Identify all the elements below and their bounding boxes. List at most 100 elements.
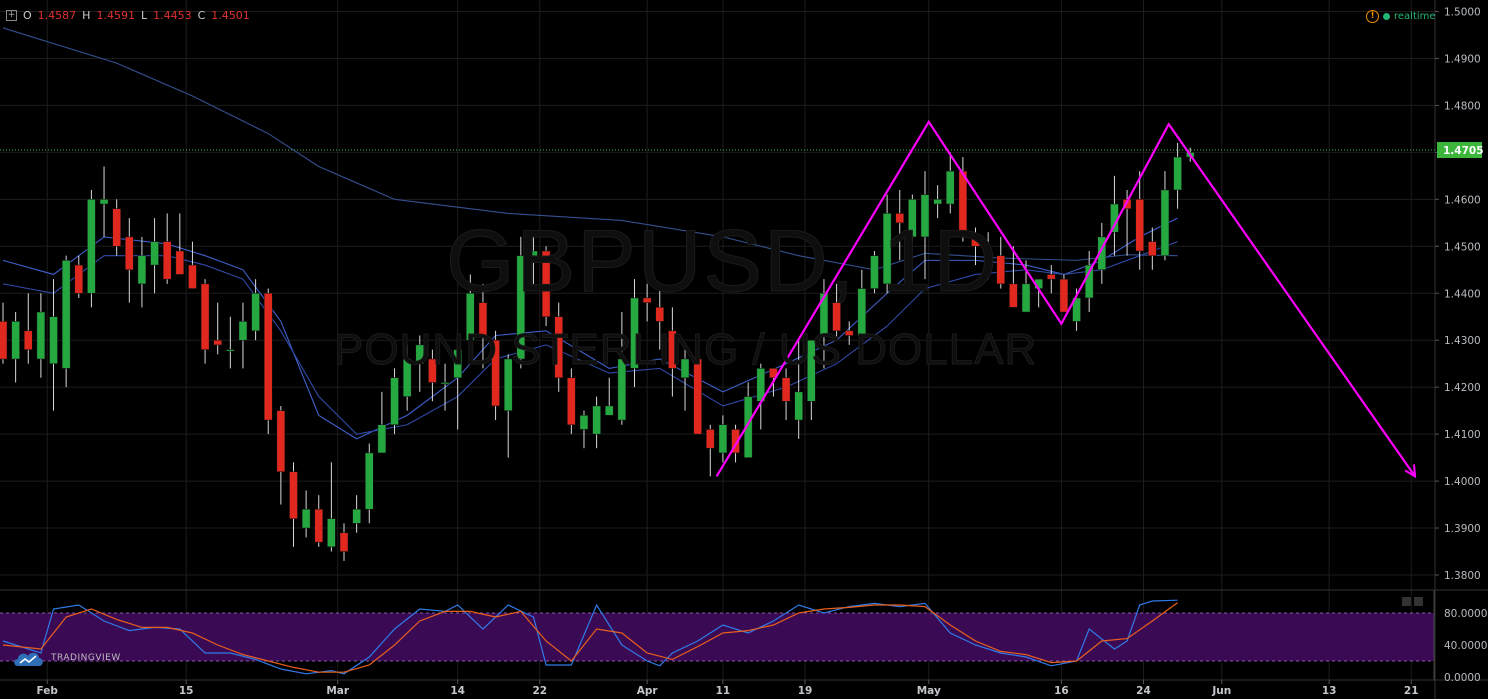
last-price-label: 1.4705 <box>1443 145 1484 157</box>
expand-icon[interactable]: + <box>6 10 17 21</box>
candle-body <box>1122 199 1132 209</box>
candle-body <box>743 396 753 458</box>
price-tick-label: 1.4300 <box>1444 335 1481 347</box>
candle-body <box>36 311 46 360</box>
candle-body <box>630 297 639 369</box>
candle-body <box>706 429 715 449</box>
time-tick-label: May <box>917 685 941 697</box>
candle-body <box>642 297 652 303</box>
candle-body <box>617 358 627 421</box>
candle-body <box>668 330 677 369</box>
candle-body <box>1072 297 1081 322</box>
price-tick-label: 1.4900 <box>1444 53 1481 65</box>
price-tick-label: 1.4600 <box>1444 194 1481 206</box>
candle-body <box>390 377 399 425</box>
cloud-chart-icon <box>14 652 43 666</box>
oscillator-tick-label: 80.0000 <box>1444 608 1487 620</box>
ohlc-open-value: 1.4587 <box>37 9 77 22</box>
candle-body <box>276 410 286 472</box>
candle-body <box>491 339 500 407</box>
moving-average-line <box>2 217 1178 440</box>
ohlc-low-value: 1.4453 <box>153 9 192 22</box>
candle-body <box>11 321 20 360</box>
time-tick-label: Jun <box>1211 685 1231 697</box>
candle-body <box>87 199 96 294</box>
price-tick-label: 1.5000 <box>1444 7 1481 19</box>
moving-average-line <box>2 27 1178 271</box>
price-tick-label: 1.3900 <box>1444 523 1481 535</box>
candle-body <box>996 255 1006 285</box>
candle-body <box>238 321 248 341</box>
candle-body <box>920 194 930 238</box>
candle-body <box>844 330 854 336</box>
candle-body <box>718 424 728 454</box>
candle-body <box>415 344 425 364</box>
ohlc-high-value: 1.4591 <box>96 9 135 22</box>
candle-body <box>1160 189 1170 256</box>
moving-average-line <box>2 241 1178 435</box>
time-tick-label: Feb <box>37 685 59 697</box>
realtime-status[interactable]: ! realtime <box>1366 10 1436 23</box>
candle-body <box>592 405 601 435</box>
candle-body <box>377 424 387 454</box>
candle-body <box>466 293 475 341</box>
candle-body <box>112 208 121 247</box>
ohlc-close-value: 1.4501 <box>211 9 250 22</box>
ohlc-high-key: H <box>82 9 91 22</box>
time-tick-label: 13 <box>1322 685 1337 697</box>
candle-body <box>61 260 71 369</box>
candle-body <box>99 199 109 205</box>
candle-body <box>0 321 8 360</box>
candle-body <box>693 358 702 435</box>
candle-body <box>731 429 740 454</box>
candle-body <box>655 307 665 322</box>
candle-body <box>314 509 323 543</box>
candle-body <box>74 264 84 294</box>
candle-body <box>453 349 462 379</box>
warning-icon[interactable]: ! <box>1366 10 1379 23</box>
oscillator-tick-label: 0.0000 <box>1444 672 1481 684</box>
ohlc-close-key: C <box>197 9 206 22</box>
pane-maximize-icon[interactable] <box>1414 597 1423 606</box>
candle-body <box>781 377 791 402</box>
candle-body <box>137 255 147 285</box>
time-tick-label: 15 <box>179 685 194 697</box>
ohlc-low-key: L <box>140 9 148 22</box>
candle-body <box>365 452 374 510</box>
candle-body <box>529 250 538 256</box>
candle-body <box>604 405 614 416</box>
candle-body <box>857 288 867 336</box>
candle-body <box>1135 199 1144 252</box>
candle-body <box>428 358 437 383</box>
candle-body <box>440 382 450 385</box>
price-tick-label: 1.3800 <box>1444 570 1481 582</box>
candle-body <box>794 391 803 421</box>
candle-body <box>1021 283 1031 313</box>
candle-body <box>971 236 980 247</box>
candle-body <box>819 293 829 336</box>
candle-body <box>579 415 589 430</box>
price-tick-label: 1.4500 <box>1444 241 1481 253</box>
logo-text: TRADINGVIEW <box>51 653 121 663</box>
price-tick-label: 1.4800 <box>1444 100 1481 112</box>
candle-body <box>567 377 576 425</box>
candle-body <box>49 316 58 364</box>
tradingview-logo[interactable]: TRADINGVIEW <box>12 648 121 668</box>
oscillator-band <box>0 613 1435 661</box>
candle-body <box>352 509 361 524</box>
candle-body <box>226 349 235 352</box>
candle-body <box>150 241 159 266</box>
time-tick-label: Apr <box>637 685 659 697</box>
time-tick-label: 21 <box>1404 685 1419 697</box>
candle-body <box>188 264 197 289</box>
candles <box>0 142 1195 561</box>
candle-body <box>895 213 904 224</box>
pane-up-icon[interactable] <box>1402 597 1411 606</box>
candle-body <box>832 302 841 332</box>
price-tick-label: 1.4000 <box>1444 476 1481 488</box>
candle-body <box>1059 278 1069 313</box>
ohlc-legend: + O 1.4587 H 1.4591 L 1.4453 C 1.4501 <box>6 9 250 22</box>
time-tick-label: 24 <box>1136 685 1151 697</box>
arrow-head <box>1404 464 1417 479</box>
